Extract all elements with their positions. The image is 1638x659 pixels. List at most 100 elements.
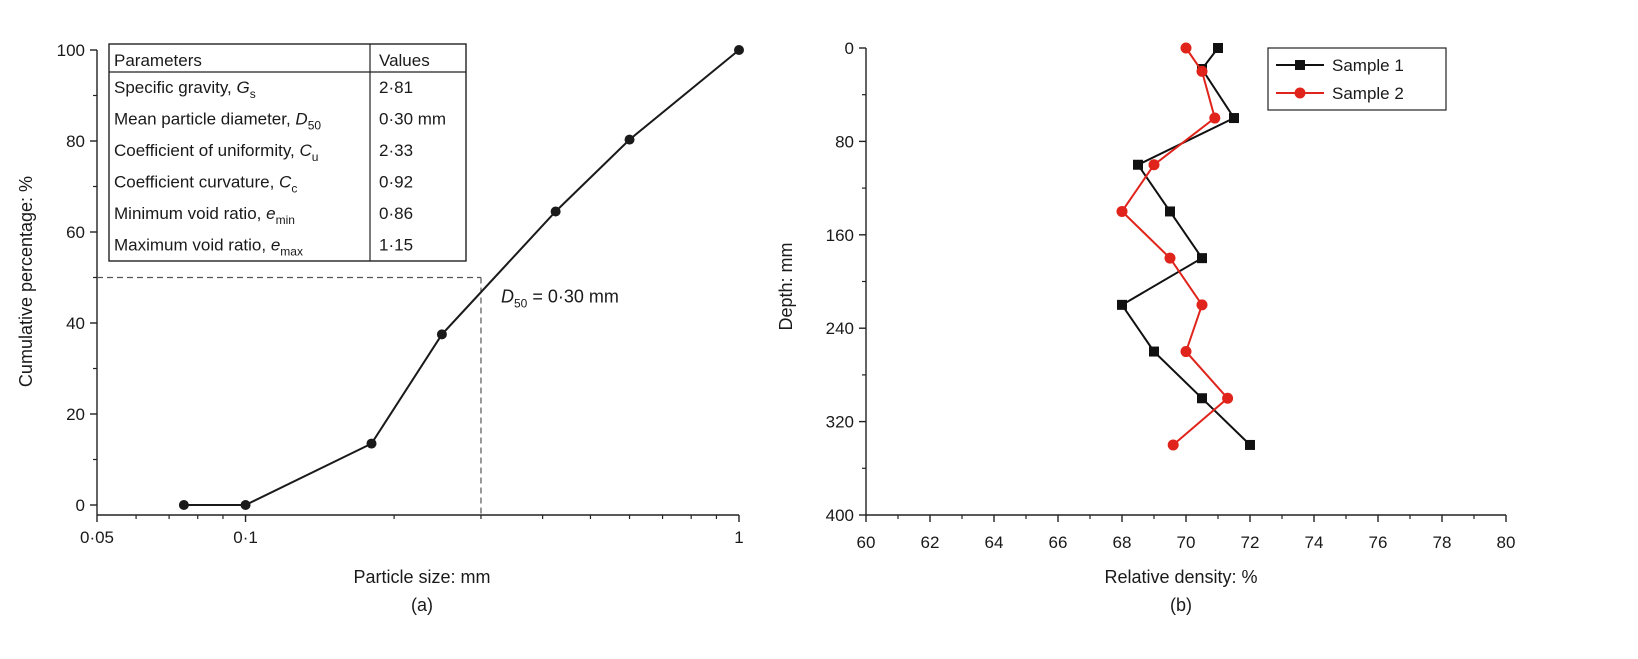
a-table-row-subscript: c [291,182,297,196]
b-data-point-1 [1149,346,1159,357]
a-table-row-label-text: Specific gravity, [114,78,237,97]
a-y-tick-label: 20 [66,405,85,424]
b-x-tick-label: 80 [1497,533,1516,552]
a-table-row-symbol: D [295,110,307,129]
a-table-row-symbol: C [279,173,292,192]
a-data-point [366,438,377,449]
b-data-point-2 [1148,159,1160,171]
b-data-point-2 [1116,205,1128,217]
a-table-row-label-text: Maximum void ratio, [114,236,271,255]
b-x-tick-label: 62 [921,533,940,552]
b-legend-marker [1294,87,1306,99]
b-data-point-2 [1196,299,1208,311]
b-x-tick-label: 68 [1113,533,1132,552]
b-data-point-1 [1133,159,1143,170]
a-table-row-label: Maximum void ratio, emax [114,236,303,259]
b-data-point-1 [1117,299,1127,310]
b-x-tick-label: 60 [857,533,876,552]
a-table-row-symbol: C [300,141,313,160]
a-table-row-subscript: u [312,150,319,164]
b-x-tick-label: 72 [1241,533,1260,552]
b-data-point-1 [1197,253,1207,264]
a-table-row-label: Coefficient of uniformity, Cu [114,141,318,164]
b-x-tick-label: 78 [1433,533,1452,552]
b-x-tick-label: 74 [1305,533,1324,552]
a-table-row-value: 2·33 [379,141,413,160]
b-data-point-1 [1165,206,1175,217]
a-table-row-subscript: s [250,87,256,101]
a-table-row-label-text: Coefficient curvature, [114,173,279,192]
a-table-row-value: 0·92 [379,173,413,192]
a-y-axis-title: Cumulative percentage: % [16,176,36,387]
b-y-tick-label: 400 [826,506,854,525]
a-table-row-label: Mean particle diameter, D50 [114,110,321,133]
a-table-row-value: 0·30 mm [379,110,446,129]
a-y-tick-label: 40 [66,314,85,333]
b-y-tick-label: 80 [835,132,854,151]
b-legend-marker [1295,60,1305,70]
b-data-point-2 [1164,252,1176,264]
a-table-row-symbol: e [271,236,280,255]
a-y-tick-label: 0 [76,496,85,515]
b-y-axis-title: Depth: mm [776,242,796,330]
b-data-point-2 [1167,439,1179,451]
a-y-tick-label: 80 [66,132,85,151]
b-y-tick-label: 320 [826,413,854,432]
b-data-point-1 [1229,113,1239,124]
a-table-row-subscript: 50 [308,119,322,133]
a-table-row-subscript: min [276,213,295,227]
a-table-row-label-text: Minimum void ratio, [114,204,266,223]
b-y-tick-label: 240 [826,319,854,338]
a-table-row-label: Specific gravity, Gs [114,78,256,101]
b-y-tick-label: 0 [845,39,854,58]
b-data-point-2 [1180,346,1192,358]
a-data-point [550,206,561,217]
a-table-row-symbol: G [237,78,250,97]
b-data-point-1 [1213,43,1223,53]
a-table-row-label: Coefficient curvature, Cc [114,173,297,196]
b-data-point-1 [1245,439,1255,450]
a-table-row-value: 2·81 [379,78,413,97]
a-table-row-symbol: e [266,204,275,223]
a-table-header-parameters: Parameters [114,51,202,70]
a-x-tick-label: 0·05 [80,528,114,547]
a-x-tick-label: 0·1 [233,528,258,547]
b-x-tick-label: 64 [985,533,1004,552]
a-data-point [240,500,251,510]
b-x-axis-title: Relative density: % [1104,567,1257,587]
b-x-tick-label: 76 [1369,533,1388,552]
b-series-line-1 [1120,47,1251,446]
b-data-point-2 [1196,65,1208,77]
b-panel-label: (b) [1170,595,1192,615]
a-y-tick-label: 60 [66,223,85,242]
b-series-line-2 [1120,47,1230,446]
a-table-row-value: 1·15 [379,236,413,255]
b-legend-label: Sample 1 [1332,56,1404,75]
b-x-tick-label: 70 [1177,533,1196,552]
b-data-point-1 [1197,393,1207,404]
b-x-tick-label: 66 [1049,533,1068,552]
a-data-point [436,329,447,340]
a-table-row-label: Minimum void ratio, emin [114,204,295,227]
a-table-row-value: 0·86 [379,204,413,223]
a-d50-annotation: D50 = 0·30 mm [501,287,619,311]
a-table-row-subscript: max [280,245,303,259]
a-data-point [734,45,744,55]
a-parameter-table [108,43,467,262]
a-panel-label: (a) [411,595,433,615]
a-d50-symbol: D [501,287,514,307]
a-data-point [178,500,189,510]
b-data-point-2 [1209,112,1221,124]
a-x-tick-label: 1 [734,528,743,547]
a-d50-value: = 0·30 mm [527,287,619,307]
b-data-point-2 [1180,42,1192,54]
a-table-row-label-text: Coefficient of uniformity, [114,141,300,160]
b-data-point-2 [1222,392,1234,404]
a-d50-subscript: 50 [514,297,528,311]
a-x-axis-title: Particle size: mm [353,567,490,587]
a-table-header-values: Values [379,51,430,70]
b-legend [1267,47,1447,111]
a-data-point [624,134,635,145]
a-table-row-label-text: Mean particle diameter, [114,110,295,129]
